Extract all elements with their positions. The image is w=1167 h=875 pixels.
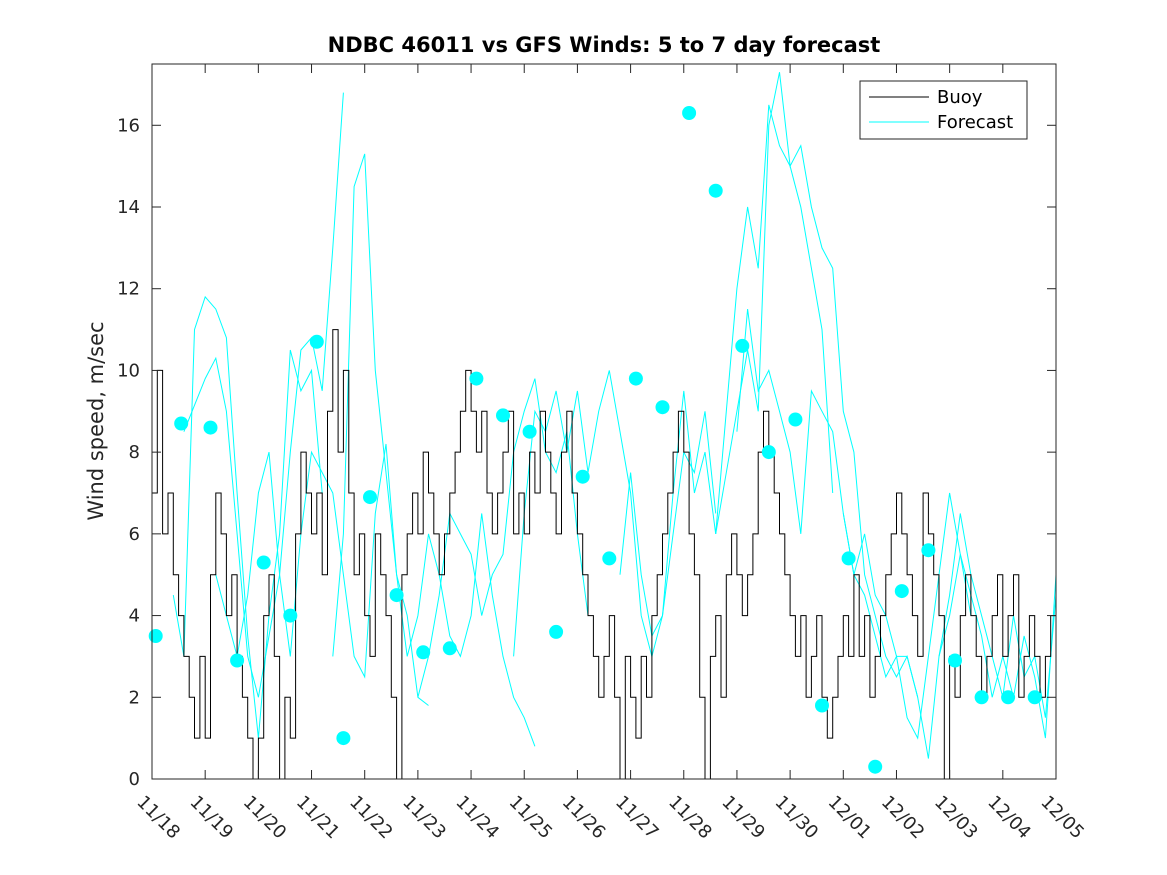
y-tick-label: 14	[117, 197, 140, 218]
forecast-line	[183, 92, 344, 698]
x-tick-label: 11/24	[452, 792, 504, 844]
y-tick-label: 2	[129, 687, 140, 708]
forecast-point	[948, 653, 962, 668]
y-tick-label: 12	[117, 279, 140, 300]
forecast-point	[442, 641, 457, 656]
chart-title: NDBC 46011 vs GFS Winds: 5 to 7 day fore…	[328, 33, 881, 57]
legend: Buoy Forecast	[859, 80, 1028, 140]
y-tick-label: 0	[129, 769, 140, 790]
x-tick-label: 11/21	[292, 792, 344, 844]
buoy-line	[152, 329, 1057, 780]
forecast-point	[1001, 690, 1016, 705]
forecast-point	[841, 551, 856, 566]
x-tick-label: 11/30	[771, 792, 823, 844]
x-tick-label: 12/03	[930, 792, 982, 844]
forecast-line	[619, 104, 834, 638]
forecast-line	[513, 370, 717, 659]
y-tick-label: 6	[129, 524, 140, 545]
y-tick-label: 8	[129, 442, 140, 463]
forecast-point	[628, 371, 643, 386]
forecast-point	[1027, 690, 1042, 705]
axes-box	[151, 63, 1057, 780]
forecast-point	[389, 588, 404, 603]
forecast-point	[496, 408, 510, 423]
forecast-point	[309, 334, 324, 349]
forecast-point	[203, 420, 218, 435]
forecast-point	[921, 543, 936, 558]
legend-label-buoy: Buoy	[937, 87, 983, 108]
forecast-line	[938, 554, 1057, 739]
forecast-point	[602, 551, 617, 566]
x-tick-label: 11/26	[558, 792, 610, 844]
series-layer	[148, 72, 1057, 780]
forecast-point	[283, 608, 298, 623]
x-tick-label: 12/02	[877, 792, 929, 844]
forecast-point	[761, 445, 776, 460]
x-tick-label: 11/29	[717, 792, 769, 844]
x-tick-label: 11/22	[345, 792, 397, 844]
forecast-point	[788, 412, 803, 427]
forecast-point	[682, 106, 697, 120]
x-tick-label: 11/28	[664, 792, 716, 844]
forecast-point	[256, 555, 271, 570]
forecast-point	[522, 424, 537, 439]
y-tick-label: 16	[117, 115, 140, 136]
x-tick-label: 12/04	[983, 792, 1035, 844]
y-tick-label: 4	[129, 606, 140, 627]
x-tick-label: 12/01	[824, 792, 876, 844]
forecast-point	[363, 490, 377, 505]
forecast-point	[894, 584, 909, 599]
forecast-line	[172, 295, 323, 739]
forecast-point	[575, 469, 590, 484]
forecast-point	[708, 183, 723, 198]
x-tick-label: 11/20	[239, 792, 291, 844]
forecast-line	[332, 153, 536, 747]
forecast-point	[230, 653, 245, 668]
forecast-point	[868, 759, 883, 774]
forecast-point	[655, 400, 670, 415]
forecast-point	[549, 624, 564, 639]
x-tick-label: 11/25	[505, 792, 557, 844]
legend-label-forecast: Forecast	[937, 112, 1013, 133]
forecast-point	[148, 629, 163, 643]
legend-box	[859, 80, 1028, 140]
y-tick-label: 10	[117, 360, 140, 381]
forecast-point	[974, 690, 989, 705]
forecast-point	[336, 731, 351, 746]
forecast-line	[417, 378, 589, 698]
x-tick-label: 12/05	[1036, 792, 1088, 844]
x-tick-label: 11/18	[132, 792, 184, 844]
forecast-point	[735, 338, 750, 353]
x-tick-label: 11/23	[398, 792, 450, 844]
forecast-point	[815, 698, 829, 713]
forecast-point	[416, 645, 431, 660]
y-axis-label: Wind speed, m/sec	[84, 321, 108, 520]
forecast-point	[469, 371, 484, 386]
forecast-line	[715, 72, 919, 698]
x-tick-label: 11/27	[611, 792, 663, 844]
forecast-line	[215, 443, 429, 706]
x-tick-label: 11/19	[186, 792, 238, 844]
forecast-point	[174, 416, 189, 431]
